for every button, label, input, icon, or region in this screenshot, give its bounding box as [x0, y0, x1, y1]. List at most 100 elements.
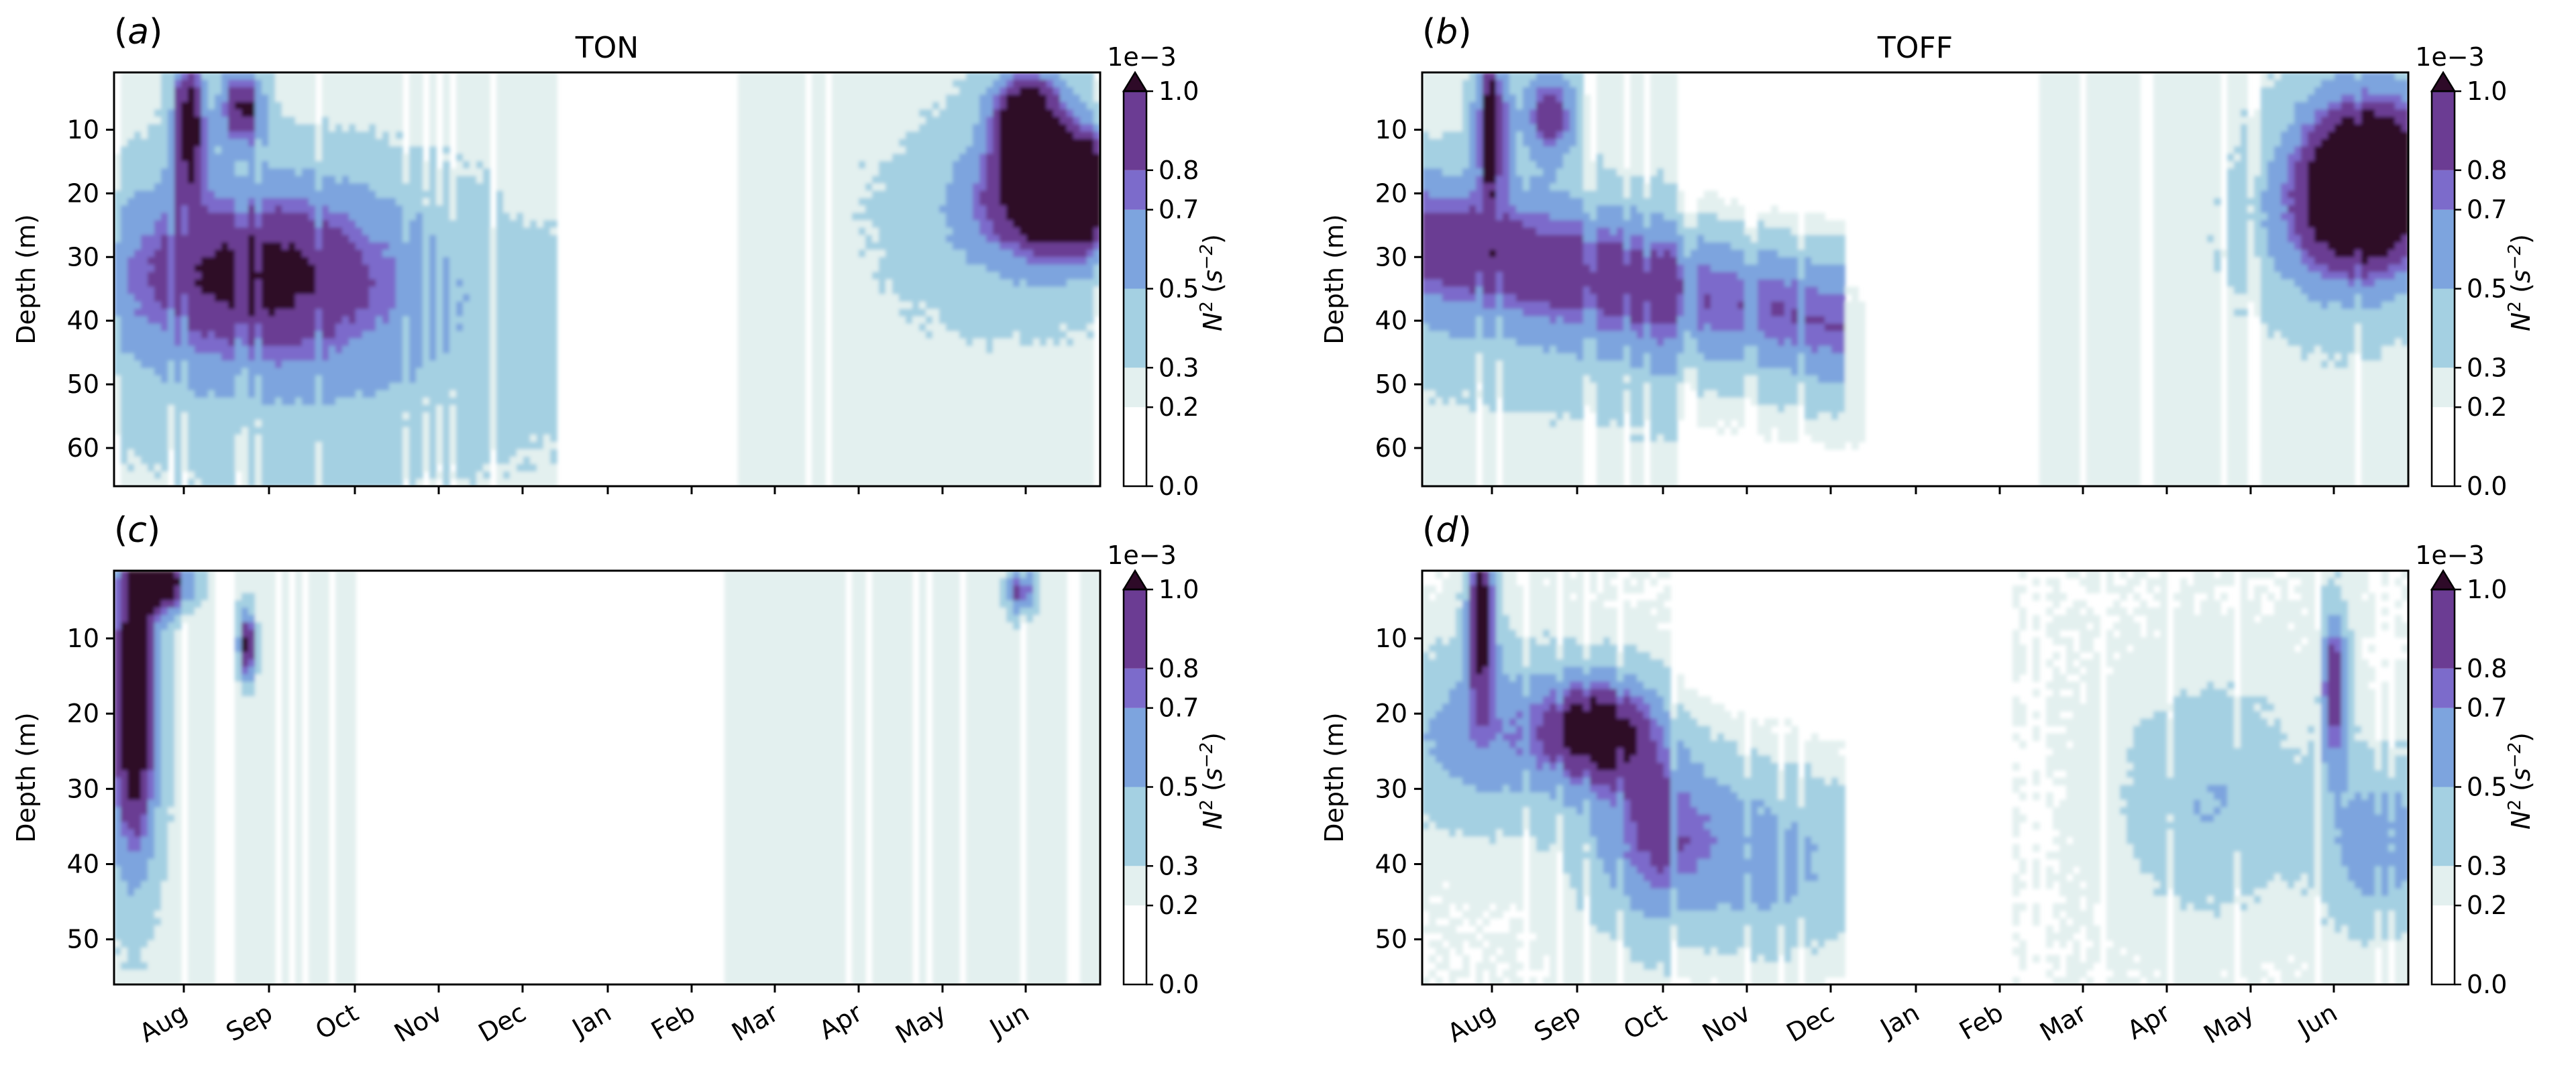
y-axis-label: Depth (m) [11, 214, 41, 345]
y-tick-label: 10 [67, 115, 99, 144]
colorbar-segment [1124, 787, 1146, 866]
x-tick-label-mar: Mar [2035, 998, 2091, 1048]
contour-field [1422, 72, 2408, 486]
x-tick-label-jan: Jan [1874, 998, 1924, 1043]
colorbar-segment [1124, 209, 1146, 289]
panel-title: TOFF [1877, 31, 1953, 65]
x-tick-label-jun: Jun [2292, 998, 2342, 1044]
colorbar: 0.0 0.2 0.3 0.5 0.7 0.8 1.0 1e−3 N2 (s−2) [2415, 541, 2536, 999]
colorbar-tick-label: 0.0 [1159, 471, 1199, 501]
y-tick-label: 40 [67, 306, 99, 335]
colorbar-segment [1124, 589, 1146, 669]
y-tick-label: 20 [1375, 699, 1407, 728]
y-axis-label: Depth (m) [11, 712, 41, 843]
x-tick-label-dec: Dec [474, 998, 531, 1048]
colorbar-segment [2432, 589, 2455, 669]
colorbar-exponent: 1e−3 [2415, 42, 2485, 72]
panel-label: (c) [114, 510, 160, 551]
colorbar-segment [2432, 905, 2455, 984]
x-tick-label-oct: Oct [311, 998, 364, 1045]
colorbar: 0.0 0.2 0.3 0.5 0.7 0.8 1.0 1e−3 N2 (s−2) [2415, 42, 2536, 501]
colorbar-tick-label: 0.5 [2467, 274, 2507, 304]
panel-b: 10 20 30 40 50 60 Depth (m) (b) TOFF 0.0 0.2 0.3 0.5… [1320, 12, 2536, 501]
panel-label: (d) [1422, 510, 1472, 551]
colorbar: 0.0 0.2 0.3 0.5 0.7 0.8 1.0 1e−3 N2 (s−2) [1107, 42, 1228, 501]
colorbar-label: N2 (s−2) [1197, 732, 1228, 830]
colorbar-segment [1124, 407, 1146, 486]
colorbar-tick-label: 0.2 [1159, 891, 1199, 920]
x-tick-label-dec: Dec [1782, 998, 1839, 1048]
colorbar-segment [1124, 288, 1146, 368]
y-tick-label: 20 [67, 699, 99, 728]
colorbar-tick-label: 0.7 [2467, 693, 2507, 723]
x-tick-label-sep: Sep [221, 998, 277, 1048]
y-tick-label: 20 [67, 178, 99, 208]
colorbar-exponent: 1e−3 [1107, 42, 1177, 72]
x-tick-label-apr: Apr [814, 998, 867, 1045]
colorbar-label: N2 (s−2) [2505, 732, 2536, 830]
y-tick-label: 20 [1375, 178, 1407, 208]
colorbar-tick-label: 0.5 [1159, 274, 1199, 304]
x-tick-label-nov: Nov [389, 998, 447, 1048]
y-tick-label: 30 [67, 242, 99, 272]
colorbar-tick-label: 0.8 [2467, 156, 2507, 185]
colorbar-segment [2432, 708, 2455, 787]
colorbar-segment [1124, 668, 1146, 708]
colorbar-tick-label: 0.8 [1159, 654, 1199, 683]
colorbar-extend-arrow [2430, 569, 2457, 591]
y-tick-label: 30 [1375, 242, 1407, 272]
y-tick-label: 50 [67, 370, 99, 399]
y-tick-label: 50 [1375, 925, 1407, 954]
colorbar-segment [2432, 367, 2455, 408]
y-tick-label: 30 [1375, 774, 1407, 803]
y-tick-label: 10 [1375, 624, 1407, 653]
colorbar-segment [2432, 170, 2455, 210]
colorbar-segment [1124, 170, 1146, 210]
colorbar-tick-label: 0.2 [2467, 392, 2507, 422]
x-tick-label-oct: Oct [1619, 998, 1672, 1045]
colorbar-tick-label: 0.8 [2467, 654, 2507, 683]
contour-field [114, 571, 1100, 984]
colorbar-tick-label: 0.5 [1159, 773, 1199, 802]
colorbar-segment [1124, 367, 1146, 408]
colorbar-exponent: 1e−3 [1107, 541, 1177, 570]
colorbar-tick-label: 0.3 [2467, 851, 2507, 881]
colorbar-tick-label: 1.0 [2467, 575, 2507, 604]
colorbar-segment [2432, 209, 2455, 289]
colorbar-segment [1124, 708, 1146, 787]
x-tick-label-mar: Mar [727, 998, 783, 1048]
contour-field [1422, 571, 2408, 984]
y-tick-label: 10 [67, 624, 99, 653]
y-tick-label: 60 [67, 433, 99, 463]
colorbar-tick-label: 0.0 [1159, 970, 1199, 999]
colorbar-tick-label: 0.0 [2467, 970, 2507, 999]
y-axis-label: Depth (m) [1320, 712, 1349, 843]
panel-label: (a) [114, 12, 162, 52]
x-tick-label-feb: Feb [1954, 998, 2008, 1046]
panel-c: 10 20 30 40 50 Depth (m) Aug Sep Oct Nov Dec Jan Feb… [11, 510, 1228, 1050]
panel-label: (b) [1422, 12, 1472, 52]
x-tick-label-may: May [2198, 998, 2259, 1050]
colorbar-tick-label: 0.5 [2467, 773, 2507, 802]
colorbar-segment [1124, 866, 1146, 906]
colorbar-tick-label: 1.0 [1159, 575, 1199, 604]
x-tick-label-aug: Aug [1442, 998, 1500, 1048]
x-tick-label-aug: Aug [134, 998, 192, 1048]
colorbar-tick-label: 0.2 [1159, 392, 1199, 422]
colorbar-tick-label: 0.7 [1159, 195, 1199, 225]
colorbar-tick-label: 1.0 [1159, 76, 1199, 106]
colorbar-segment [2432, 787, 2455, 866]
colorbar-exponent: 1e−3 [2415, 541, 2485, 570]
panel-d: 10 20 30 40 50 Depth (m) Aug Sep Oct Nov Dec Jan Feb… [1320, 510, 2536, 1050]
x-tick-label-may: May [890, 998, 951, 1050]
y-axis-label: Depth (m) [1320, 214, 1349, 345]
colorbar-tick-label: 0.7 [1159, 693, 1199, 723]
x-tick-label-nov: Nov [1697, 998, 1755, 1048]
panel-title: TON [575, 31, 639, 65]
colorbar-tick-label: 0.0 [2467, 471, 2507, 501]
y-tick-label: 40 [67, 850, 99, 879]
x-tick-label-apr: Apr [2123, 998, 2176, 1045]
colorbar-segment [2432, 866, 2455, 906]
y-tick-label: 40 [1375, 850, 1407, 879]
